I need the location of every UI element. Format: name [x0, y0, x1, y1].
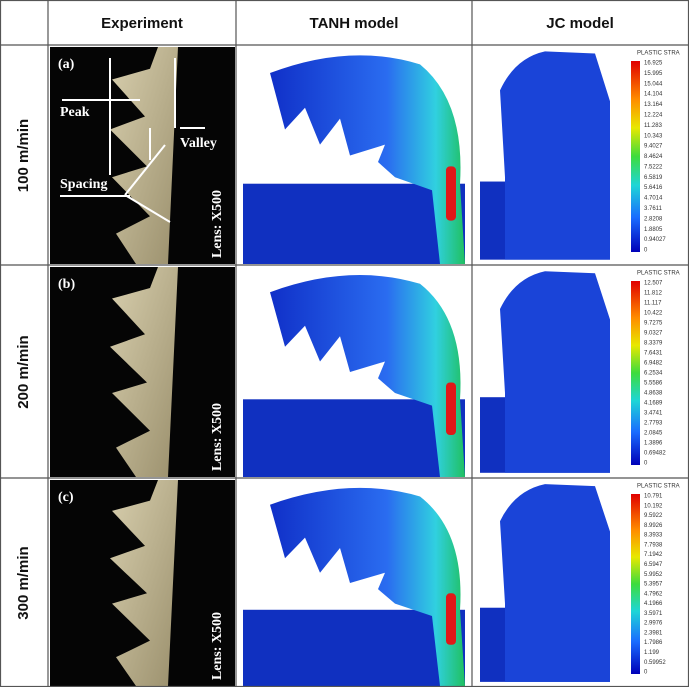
legend-value: 2.8208 — [644, 216, 663, 222]
legend-value: 7.1942 — [644, 552, 663, 558]
strain-band — [446, 593, 456, 645]
workpiece — [243, 399, 465, 477]
legend-value: 9.4027 — [644, 144, 663, 150]
legend-value: 16.925 — [644, 61, 663, 67]
legend-value: 2.0845 — [644, 431, 663, 437]
legend-value: 5.6416 — [644, 185, 663, 191]
legend-value: 11.117 — [644, 301, 662, 307]
legend-value: 15.044 — [644, 81, 663, 87]
legend-value: 7.6431 — [644, 351, 663, 357]
legend-value: 4.7014 — [644, 196, 663, 202]
annotation-line — [124, 144, 166, 196]
colorbar — [631, 281, 640, 465]
row-label: 200 m/min — [15, 335, 32, 408]
legend-value: 1.7986 — [644, 640, 663, 646]
panel-label: (a) — [58, 57, 75, 72]
chip-section — [110, 480, 178, 686]
panel-label: (c) — [58, 490, 74, 505]
legend-value: 9.5922 — [644, 513, 663, 519]
legend-value: 1.3896 — [644, 441, 663, 447]
legend-value: 5.3957 — [644, 582, 663, 588]
legend-value: 6.9482 — [644, 361, 663, 367]
legend-value: 2.7793 — [644, 421, 663, 427]
legend-value: 14.104 — [644, 92, 663, 98]
lens-label: Lens: X500 — [210, 190, 225, 258]
legend-value: 12.224 — [644, 113, 663, 119]
annotation: Peak — [60, 105, 90, 120]
legend-title: PLASTIC STRA — [637, 484, 680, 490]
strain-band — [446, 166, 456, 221]
chip-tanh — [270, 275, 465, 477]
chip-section — [110, 267, 178, 477]
legend-value: 10.343 — [644, 133, 663, 139]
column-header: JC model — [546, 15, 614, 32]
legend-title: PLASTIC STRA — [637, 271, 680, 277]
chip-jc — [500, 51, 610, 260]
legend-value: 8.3379 — [644, 341, 663, 347]
legend-value: 8.4624 — [644, 154, 663, 160]
annotation: Valley — [180, 136, 217, 151]
legend-value: 4.1966 — [644, 601, 663, 607]
legend-value: 2.3981 — [644, 630, 663, 636]
colorbar — [631, 61, 640, 252]
colorbar — [631, 494, 640, 674]
chip-section — [110, 47, 178, 264]
legend-value: 11.812 — [644, 291, 663, 297]
legend-value: 12.507 — [644, 281, 663, 287]
legend-value: 4.7962 — [644, 591, 663, 597]
legend-value: 7.5222 — [644, 164, 663, 170]
legend-value: 9.0327 — [644, 331, 663, 337]
legend-value: 3.4741 — [644, 411, 663, 417]
legend-value: 6.2534 — [644, 371, 663, 377]
legend-value: 0 — [644, 248, 648, 254]
chip-jc — [500, 271, 610, 473]
legend-value: 11.283 — [644, 123, 663, 129]
workpiece — [243, 183, 465, 264]
legend-value: 13.164 — [644, 102, 663, 108]
legend-value: 4.1689 — [644, 401, 663, 407]
legend-value: 6.5819 — [644, 175, 663, 181]
legend-value: 10.791 — [644, 494, 663, 500]
legend-value: 10.422 — [644, 311, 663, 317]
column-header: Experiment — [101, 15, 183, 32]
chip-tanh — [270, 487, 465, 686]
legend-value: 6.5947 — [644, 562, 663, 568]
legend-value: 0.59952 — [644, 660, 666, 666]
strain-band — [446, 382, 456, 435]
annotation-line — [124, 194, 171, 223]
chip-jc — [500, 484, 610, 682]
lens-label: Lens: X500 — [210, 612, 225, 680]
legend-value: 2.9976 — [644, 621, 663, 627]
legend-value: 8.9926 — [644, 523, 663, 529]
lens-label: Lens: X500 — [210, 403, 225, 471]
legend-value: 1.199 — [644, 650, 660, 656]
legend-value: 15.995 — [644, 71, 663, 77]
cells — [50, 47, 640, 686]
panel-label: (b) — [58, 277, 75, 292]
chip-tanh — [270, 55, 465, 265]
legend-value: 7.7938 — [644, 542, 663, 548]
legend-value: 0 — [644, 670, 648, 676]
legend-value: 5.9952 — [644, 572, 663, 578]
legend-value: 5.5586 — [644, 381, 663, 387]
legend-value: 0.69482 — [644, 451, 666, 457]
legend-value: 3.5971 — [644, 611, 663, 617]
legend-value: 1.8805 — [644, 227, 663, 233]
legend-value: 9.7275 — [644, 321, 663, 327]
legend-value: 10.192 — [644, 503, 663, 509]
legend-value: 8.3933 — [644, 533, 663, 539]
row-label: 300 m/min — [15, 546, 32, 619]
annotation: Spacing — [60, 177, 107, 192]
row-label: 100 m/min — [15, 119, 32, 192]
legend-value: 0.94027 — [644, 237, 666, 243]
legend-value: 4.8638 — [644, 391, 663, 397]
workpiece — [243, 609, 465, 686]
column-header: TANH model — [310, 15, 399, 32]
legend-title: PLASTIC STRA — [637, 51, 680, 57]
legend-value: 0 — [644, 461, 648, 467]
legend-value: 3.7611 — [644, 206, 663, 212]
